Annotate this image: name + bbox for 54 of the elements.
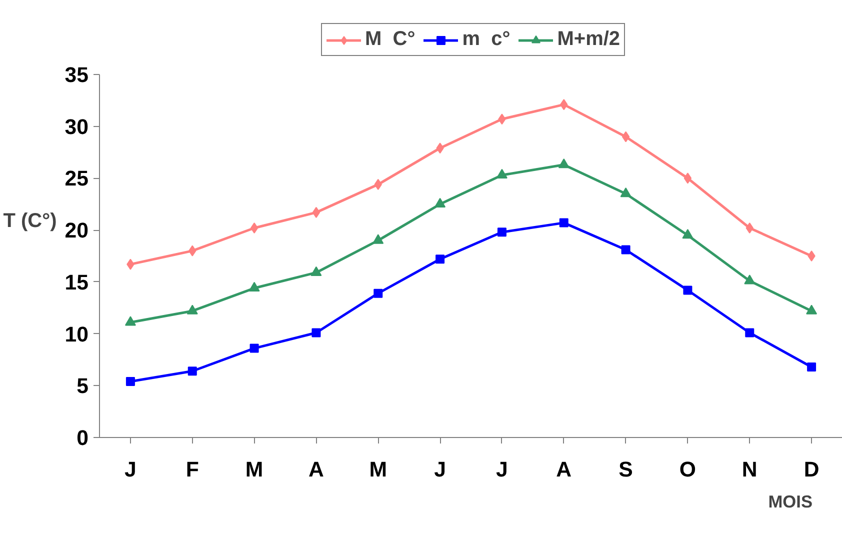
x-tick-label: M bbox=[245, 458, 264, 482]
y-tick-label: 25 bbox=[64, 166, 89, 191]
point bbox=[250, 222, 258, 234]
point bbox=[250, 344, 259, 353]
point bbox=[312, 328, 321, 338]
point bbox=[559, 218, 568, 228]
point bbox=[745, 328, 754, 338]
point bbox=[186, 304, 198, 314]
point bbox=[374, 288, 383, 298]
x-tick-label: S bbox=[618, 458, 633, 482]
x-tick-label: J bbox=[496, 458, 508, 482]
y-tick-label: 20 bbox=[64, 218, 89, 243]
x-tick-label: N bbox=[742, 458, 758, 482]
legend-label: m c° bbox=[462, 28, 510, 51]
legend-label: M+m/2 bbox=[557, 28, 620, 51]
x-tick-label: J bbox=[434, 458, 446, 482]
y-tick-label: 0 bbox=[76, 426, 89, 450]
point bbox=[558, 158, 570, 168]
x-tick-label: A bbox=[556, 458, 572, 482]
point bbox=[684, 172, 692, 184]
point bbox=[436, 254, 445, 264]
point bbox=[806, 304, 818, 314]
x-tick-label: A bbox=[308, 458, 324, 482]
point bbox=[188, 366, 197, 376]
point bbox=[496, 168, 508, 178]
point bbox=[807, 362, 816, 372]
x-tick-label: O bbox=[679, 458, 696, 482]
point bbox=[248, 282, 260, 292]
y-tick-label: 30 bbox=[64, 114, 89, 139]
y-tick-label: 10 bbox=[64, 322, 89, 346]
point bbox=[808, 250, 816, 262]
point bbox=[124, 316, 136, 326]
point bbox=[310, 266, 322, 276]
x-axis-title: MOIS bbox=[768, 492, 813, 512]
x-tick-label: M bbox=[369, 458, 388, 482]
x-tick-label: F bbox=[186, 458, 199, 482]
point bbox=[497, 228, 506, 237]
x-tick-label: D bbox=[804, 458, 820, 482]
point bbox=[622, 131, 630, 142]
point bbox=[126, 376, 135, 386]
y-tick-label: 35 bbox=[64, 63, 89, 87]
point bbox=[372, 234, 384, 244]
point bbox=[621, 245, 630, 254]
point bbox=[683, 286, 692, 295]
y-tick-label: 5 bbox=[76, 374, 89, 398]
point bbox=[682, 228, 694, 239]
y-tick-label: 15 bbox=[64, 270, 89, 294]
point bbox=[434, 198, 446, 208]
y-axis-title: T (C°) bbox=[3, 210, 57, 232]
point bbox=[312, 206, 320, 218]
point bbox=[620, 188, 632, 198]
legend-label: M C° bbox=[365, 28, 416, 51]
point bbox=[744, 274, 756, 284]
x-tick-label: J bbox=[124, 458, 136, 482]
